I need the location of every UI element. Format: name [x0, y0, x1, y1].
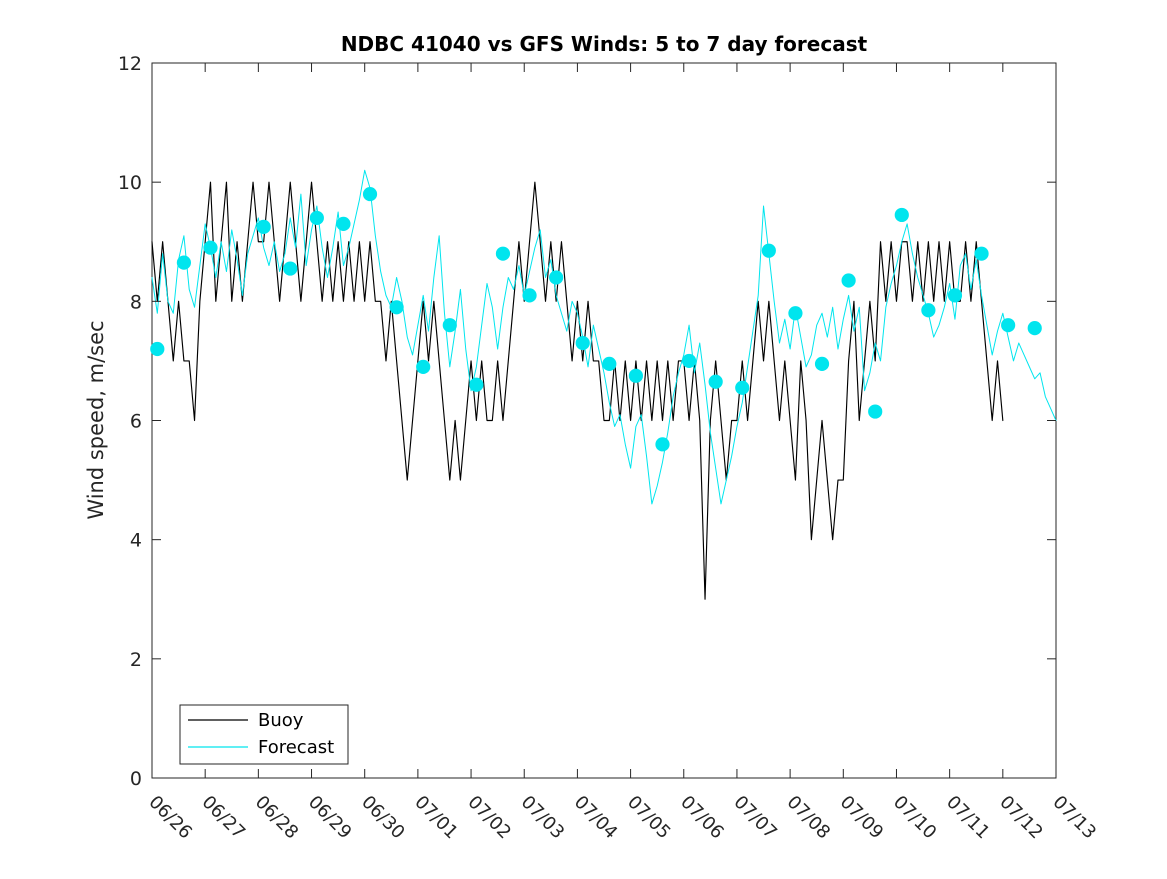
forecast-marker-7: [362, 186, 378, 202]
forecast-marker-17: [628, 368, 644, 383]
y-tick-label-0: 0: [130, 768, 142, 790]
forecast-marker-16: [602, 356, 617, 371]
forecast-marker-10: [442, 318, 457, 333]
legend-label-buoy: Buoy: [258, 710, 304, 731]
forecast-marker-31: [1001, 318, 1016, 333]
legend-label-forecast: Forecast: [258, 737, 334, 758]
forecast-marker-8: [389, 300, 404, 315]
y-tick-label-2: 4: [130, 530, 142, 552]
y-tick-label-6: 12: [118, 53, 142, 75]
series-line-buoy: [151, 181, 1004, 600]
legend-box: [179, 704, 349, 765]
forecast-marker-5: [309, 210, 324, 226]
forecast-marker-22: [761, 243, 776, 258]
series-line-forecast: [151, 169, 1057, 505]
forecast-marker-29: [947, 288, 963, 303]
forecast-marker-30: [974, 246, 989, 261]
forecast-marker-3: [256, 219, 271, 234]
forecast-marker-26: [868, 404, 883, 419]
forecast-marker-4: [283, 261, 298, 276]
forecast-marker-19: [681, 353, 697, 369]
legend-items: Buoy Forecast: [188, 710, 334, 758]
forecast-marker-32: [1027, 321, 1042, 336]
forecast-marker-12: [495, 246, 511, 261]
y-tick-label-3: 6: [130, 411, 142, 433]
forecast-marker-18: [655, 437, 670, 452]
legend: Buoy Forecast: [179, 704, 349, 765]
forecast-marker-15: [575, 335, 590, 351]
forecast-marker-6: [336, 216, 351, 231]
y-tick-label-5: 10: [118, 172, 142, 194]
forecast-marker-25: [841, 273, 856, 288]
forecast-marker-1: [176, 255, 192, 270]
chart-title: NDBC 41040 vs GFS Winds: 5 to 7 day fore…: [341, 32, 868, 56]
forecast-marker-2: [203, 240, 218, 255]
forecast-marker-21: [735, 380, 750, 395]
forecast-marker-11: [469, 377, 484, 392]
y-axis-label: Wind speed, m/sec: [84, 320, 108, 519]
forecast-marker-24: [814, 356, 830, 371]
forecast-marker-23: [788, 306, 803, 321]
forecast-marker-0: [150, 341, 165, 357]
y-tick-label-4: 8: [130, 291, 142, 313]
series-layer: [150, 169, 1057, 600]
forecast-marker-27: [894, 207, 909, 223]
forecast-marker-13: [522, 288, 537, 303]
forecast-marker-20: [708, 374, 723, 389]
forecast-marker-28: [921, 303, 936, 318]
forecast-marker-14: [549, 270, 564, 285]
forecast-marker-9: [416, 359, 431, 374]
y-tick-label-1: 2: [130, 649, 142, 671]
